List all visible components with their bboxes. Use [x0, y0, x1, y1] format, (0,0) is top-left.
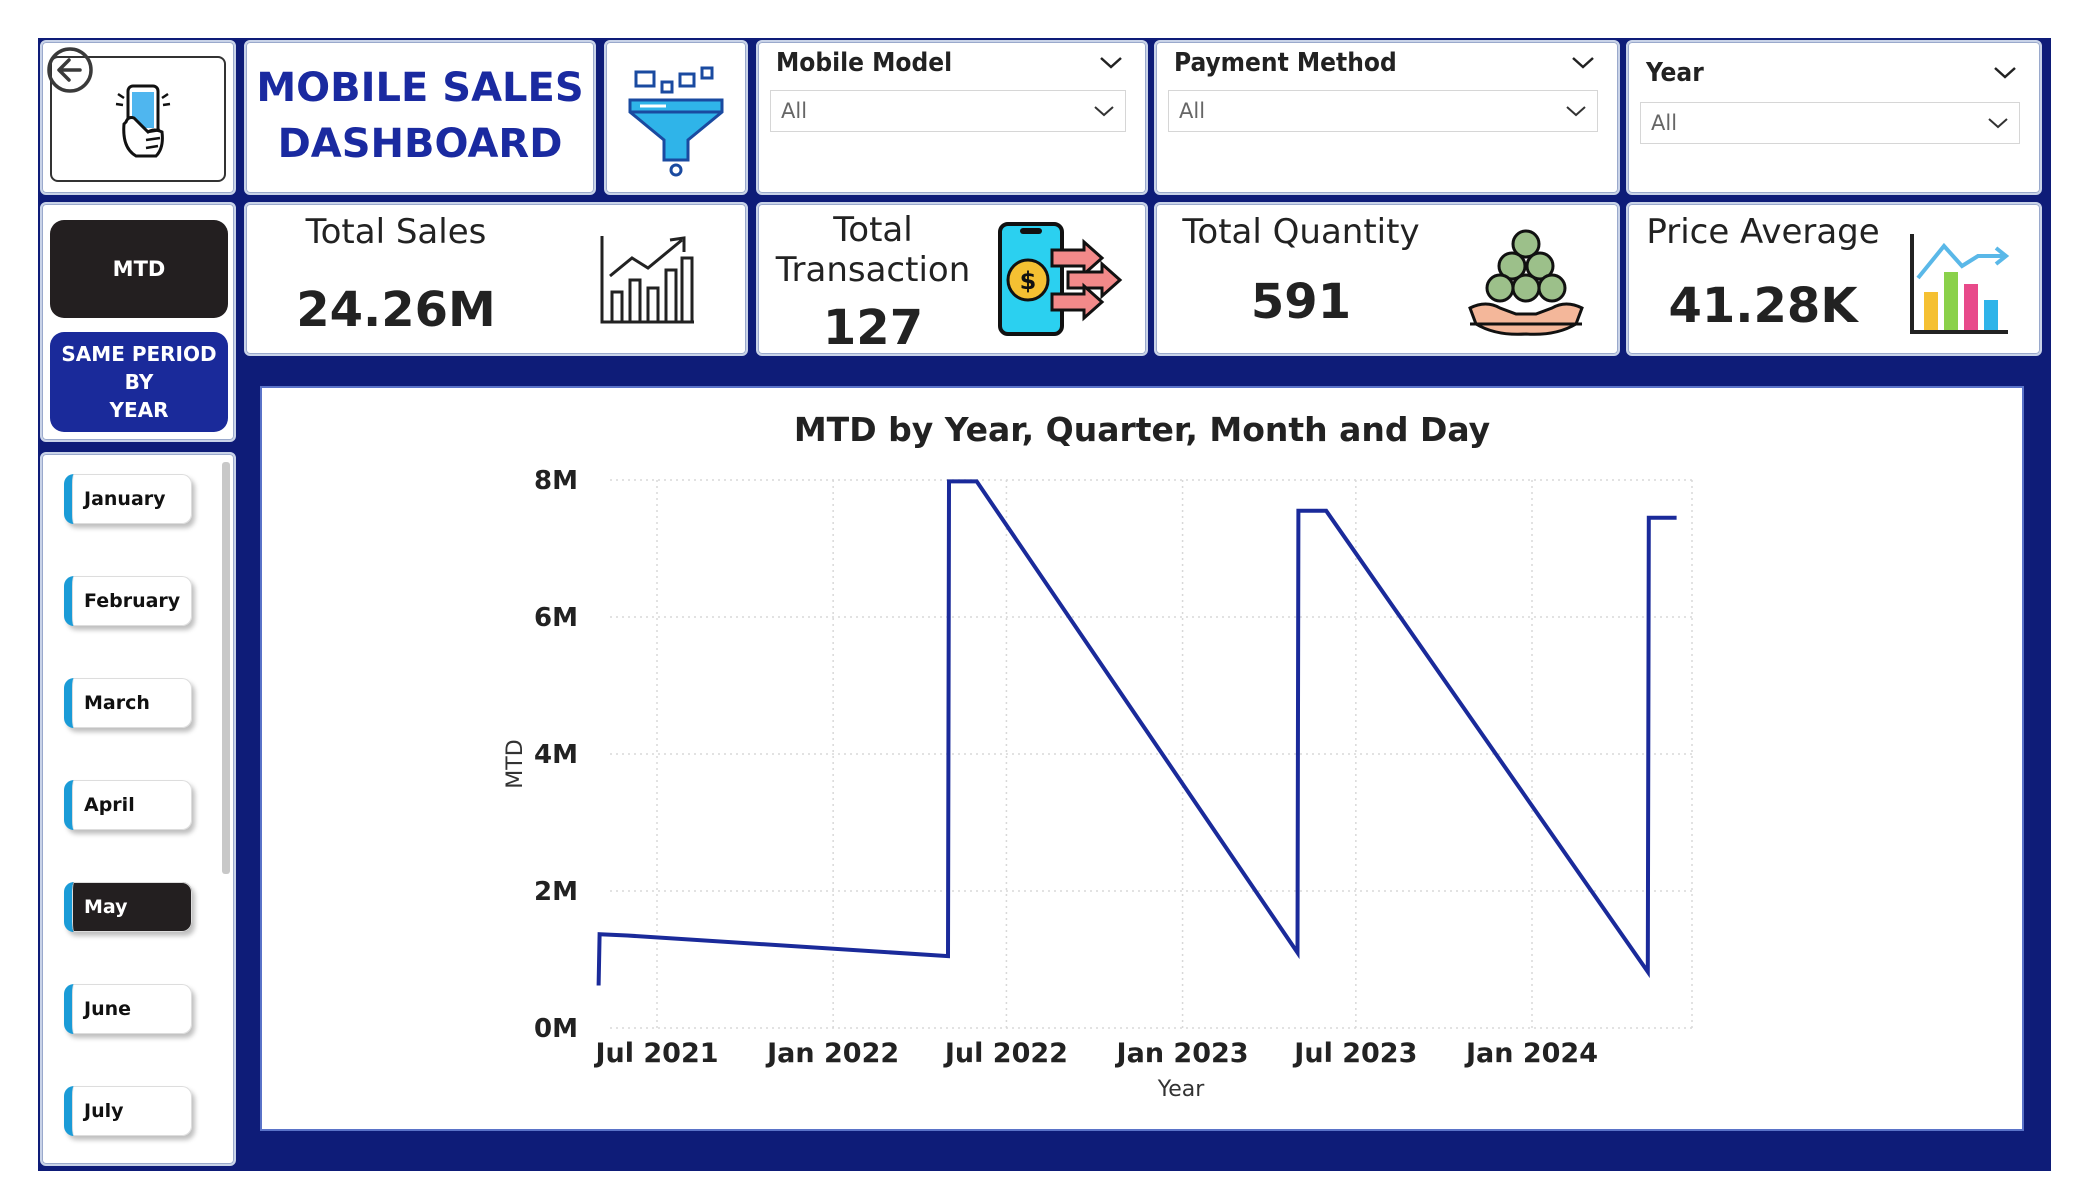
month-button-may[interactable]: May: [64, 882, 192, 932]
year-dropdown[interactable]: All: [1640, 102, 2020, 144]
kpi-total-quantity: Total Quantity 591: [1154, 202, 1620, 356]
chevron-down-icon: [1094, 106, 1114, 117]
total-quantity-value: 591: [1250, 274, 1352, 330]
coins-hand-icon: [1468, 229, 1584, 336]
colored-bar-chart-icon: [1910, 234, 2010, 334]
year-slicer[interactable]: Year All: [1626, 40, 2042, 195]
x-tick-label: Jan 2023: [1115, 1038, 1249, 1069]
payment-method-value: All: [1179, 99, 1206, 123]
month-button-january[interactable]: January: [64, 474, 192, 524]
mobile-model-slicer[interactable]: Mobile Model All: [756, 40, 1148, 195]
phone-hand-icon: [115, 84, 171, 158]
logo-card: [40, 40, 236, 195]
price-average-label: Price Average: [1646, 212, 1880, 252]
y-tick-label: 8M: [534, 466, 578, 496]
kpi-total-sales: Total Sales 24.26M: [244, 202, 748, 356]
y-tick-label: 0M: [534, 1014, 578, 1044]
month-scrollbar[interactable]: [222, 462, 230, 874]
month-button-july[interactable]: July: [64, 1086, 192, 1136]
x-axis-title: Year: [1157, 1077, 1206, 1102]
chevron-down-icon[interactable]: [1098, 52, 1124, 72]
mtd-line-chart-card: MTD by Year, Quarter, Month and Day 0M 2M…: [260, 386, 2024, 1131]
total-transaction-label-line1: Total: [833, 210, 913, 250]
payment-method-slicer[interactable]: Payment Method All: [1154, 40, 1620, 195]
month-button-march[interactable]: March: [64, 678, 192, 728]
payment-method-dropdown[interactable]: All: [1168, 90, 1598, 132]
x-tick-label: Jan 2024: [1464, 1038, 1598, 1069]
x-tick-label: Jul 2021: [593, 1038, 718, 1069]
chevron-down-icon[interactable]: [1570, 52, 1596, 72]
chevron-down-icon[interactable]: [1992, 62, 2018, 82]
filter-card: [604, 40, 748, 195]
mtd-line-chart[interactable]: 0M 2M 4M 6M 8M Jul 2021 Jan 2022 Jul 2022 Jan 20…: [262, 388, 2022, 1129]
title-card: MOBILE SALES DASHBOARD: [244, 40, 596, 195]
same-period-line1: SAME PERIOD BY: [61, 342, 217, 394]
mode-toggle-card: MTD SAME PERIOD BY YEAR: [40, 202, 236, 442]
month-button-february[interactable]: February: [64, 576, 192, 626]
y-tick-label: 4M: [534, 740, 578, 770]
growth-bar-chart-icon: [600, 236, 694, 324]
mtd-series-line: [596, 479, 1677, 986]
price-average-value: 41.28K: [1668, 278, 1858, 334]
x-tick-label: Jul 2022: [943, 1038, 1068, 1069]
total-transaction-value: 127: [822, 300, 924, 356]
month-button-april[interactable]: April: [64, 780, 192, 830]
y-axis-title: MTD: [503, 739, 528, 788]
chevron-down-icon: [1988, 118, 2008, 129]
x-tick-label: Jul 2023: [1292, 1038, 1417, 1069]
total-sales-value: 24.26M: [296, 282, 496, 338]
back-arrow-icon[interactable]: [45, 45, 95, 95]
mobile-model-value: All: [781, 99, 808, 123]
year-label: Year: [1646, 58, 1704, 88]
x-tick-label: Jan 2022: [765, 1038, 899, 1069]
total-sales-label: Total Sales: [305, 212, 487, 252]
same-period-line2: YEAR: [109, 398, 169, 422]
mtd-button-label: MTD: [112, 257, 166, 281]
total-quantity-label: Total Quantity: [1182, 212, 1420, 252]
total-transaction-label-line2: Transaction: [775, 250, 971, 290]
phone-money-transfer-icon: $: [998, 222, 1123, 336]
mobile-model-label: Mobile Model: [776, 48, 953, 78]
page-title-line1: MOBILE SALES: [256, 65, 584, 111]
page-title-line2: DASHBOARD: [277, 121, 563, 167]
kpi-total-transaction: Total Transaction 127 $: [756, 202, 1148, 356]
kpi-price-average: Price Average 41.28K: [1626, 202, 2042, 356]
same-period-by-year-button[interactable]: SAME PERIOD BY YEAR: [50, 332, 228, 432]
svg-text:$: $: [1020, 267, 1037, 295]
y-tick-label: 6M: [534, 603, 578, 633]
month-button-june[interactable]: June: [64, 984, 192, 1034]
chevron-down-icon: [1566, 106, 1586, 117]
y-tick-label: 2M: [534, 877, 578, 907]
funnel-icon: [628, 66, 724, 177]
chart-title: MTD by Year, Quarter, Month and Day: [793, 410, 1491, 449]
payment-method-label: Payment Method: [1174, 48, 1397, 78]
year-value: All: [1651, 111, 1678, 135]
mobile-model-dropdown[interactable]: All: [770, 90, 1126, 132]
mtd-button[interactable]: MTD: [50, 220, 228, 318]
